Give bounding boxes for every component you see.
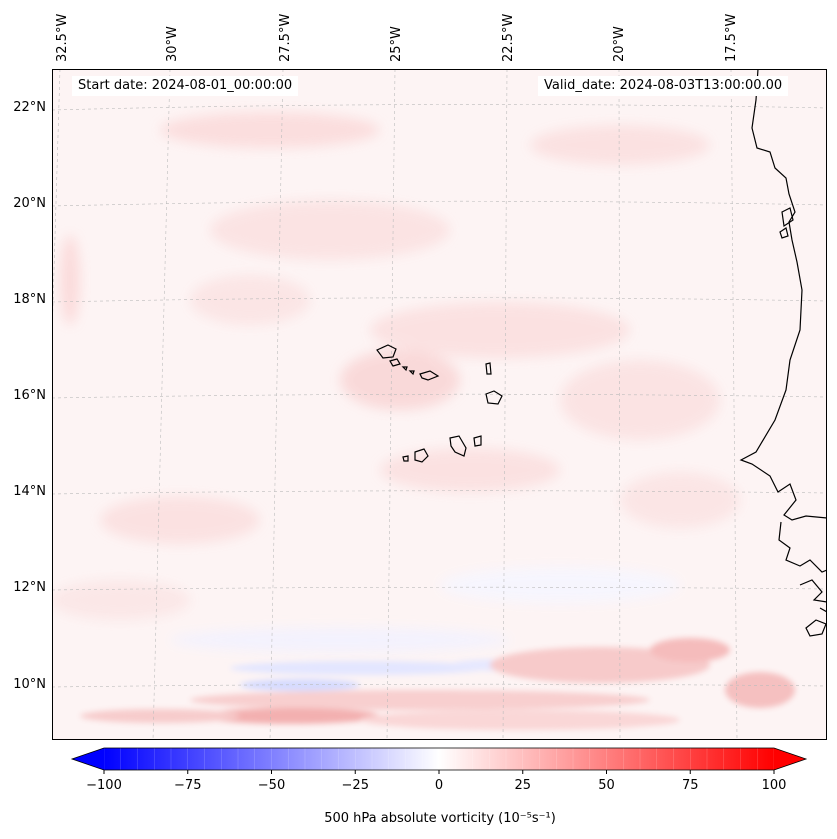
colorbar-tick-label: −75 (174, 778, 201, 793)
lon-label: 25°W (389, 26, 404, 62)
gridlines (52, 69, 827, 740)
colorbar-tick-label: −25 (342, 778, 369, 793)
sao-vicente-island (389, 358, 401, 367)
lat-label: 12°N (13, 580, 46, 595)
santiago-island (449, 435, 467, 457)
colorbar-tick-label: 100 (762, 778, 787, 793)
sao-nicolau-island (419, 370, 440, 381)
lat-label: 14°N (13, 484, 46, 499)
colorbar-tick-label: −100 (86, 778, 122, 793)
colorbar-gradient (104, 748, 774, 770)
longitude-labels: 32.5°W 30°W 27.5°W 25°W 22.5°W 20°W 17.5… (55, 14, 739, 62)
lat-label: 10°N (13, 677, 46, 692)
africa-coastline (739, 69, 827, 521)
brava-island (402, 455, 409, 462)
lon-label: 32.5°W (55, 14, 70, 62)
colorbar-tick-label: 50 (598, 778, 615, 793)
lon-label: 22.5°W (501, 14, 516, 62)
lon-label: 27.5°W (278, 14, 293, 62)
lat-label: 20°N (13, 196, 46, 211)
map-frame (52, 69, 827, 740)
colorbar-extend-high (774, 748, 806, 770)
vorticity-field (52, 69, 827, 740)
maio-island (473, 435, 482, 447)
coastline (376, 69, 827, 637)
sal-island (485, 362, 492, 375)
colorbar-tick-label: 25 (514, 778, 531, 793)
colorbar: −100 −75 −50 −25 0 25 50 75 100 500 hPa absolute… (70, 747, 808, 826)
colorbar-tick-label: −50 (258, 778, 285, 793)
start-date-label: Start date: 2024-08-01_00:00:00 (72, 76, 299, 96)
colorbar-label: 500 hPa absolute vorticity (10⁻⁵s⁻¹) (324, 811, 556, 826)
colorbar-tick-label: 0 (435, 778, 443, 793)
santo-antao-island (376, 344, 397, 359)
latitude-labels: 22°N 20°N 18°N 16°N 14°N 12°N 10°N (13, 100, 46, 692)
colorbar-extend-low (72, 748, 104, 770)
valid-date-label: Valid_date: 2024-08-03T13:00:00.00 (538, 76, 789, 96)
lon-label: 17.5°W (724, 14, 739, 62)
lat-label: 18°N (13, 292, 46, 307)
lon-label: 20°W (612, 26, 627, 62)
fogo-island (414, 448, 429, 463)
lon-label: 30°W (165, 26, 180, 62)
colorbar-tick-label: 75 (682, 778, 699, 793)
lat-label: 22°N (13, 100, 46, 115)
lat-label: 16°N (13, 388, 46, 403)
boa-vista-island (485, 390, 503, 405)
